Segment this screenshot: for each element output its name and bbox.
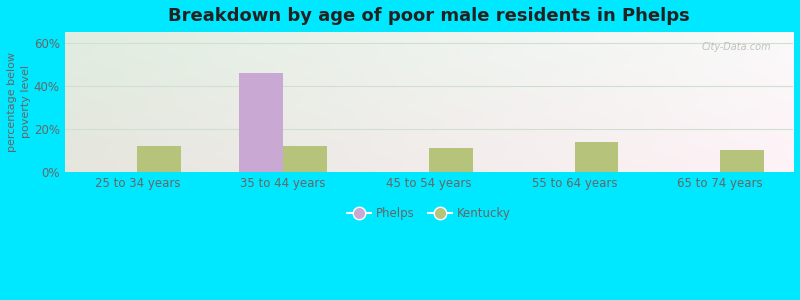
Legend: Phelps, Kentucky: Phelps, Kentucky — [342, 202, 515, 225]
Bar — [429, 148, 473, 172]
Title: Breakdown by age of poor male residents in Phelps: Breakdown by age of poor male residents … — [168, 7, 690, 25]
Bar — [239, 73, 283, 172]
Text: City-Data.com: City-Data.com — [702, 42, 771, 52]
Bar — [720, 150, 764, 172]
Bar — [138, 146, 181, 172]
Bar — [283, 146, 327, 172]
Y-axis label: percentage below
poverty level: percentage below poverty level — [7, 52, 31, 152]
Bar — [574, 142, 618, 172]
